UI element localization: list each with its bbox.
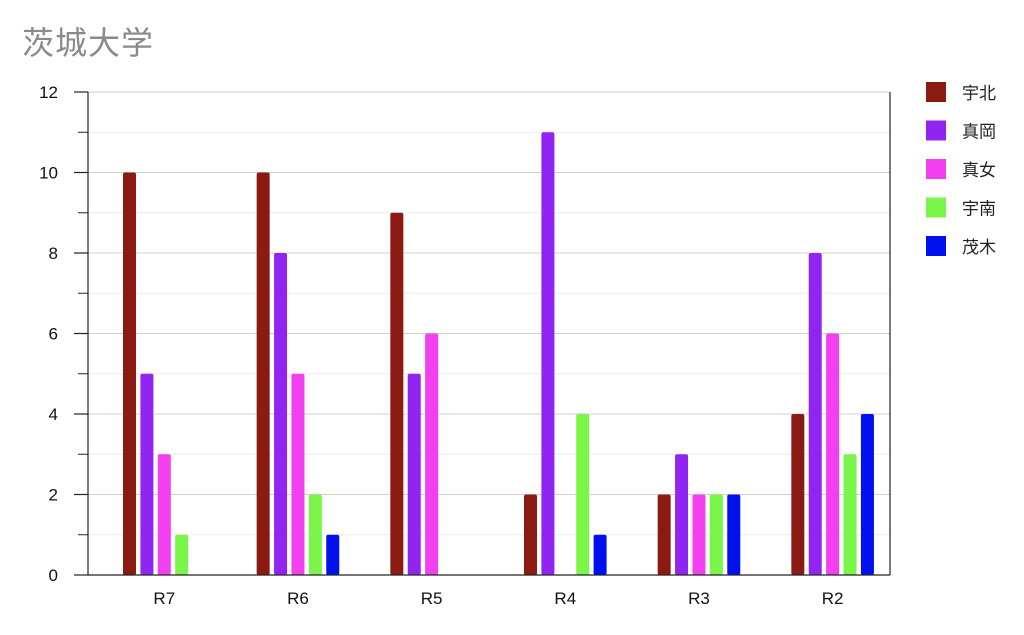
legend-label: 真岡 <box>962 123 996 143</box>
bar-R7-宇南 <box>175 534 189 575</box>
x-tick-label: R6 <box>287 589 309 608</box>
x-tick-label: R2 <box>822 589 844 608</box>
bar-R2-宇南 <box>843 454 857 575</box>
legend-label: 真女 <box>962 161 996 181</box>
legend-label: 茂木 <box>962 238 996 258</box>
bar-R3-宇北 <box>657 494 671 575</box>
bar-R3-宇南 <box>709 494 723 575</box>
bar-R4-宇北 <box>524 494 537 575</box>
y-tick-label: 4 <box>49 405 58 424</box>
bar-R2-真女 <box>826 333 840 575</box>
y-tick-label: 2 <box>49 486 58 505</box>
bar-R4-宇南 <box>576 414 590 575</box>
bar-R4-真岡 <box>541 132 555 575</box>
legend-swatch <box>926 159 946 179</box>
bar-R5-真岡 <box>407 373 421 575</box>
gridlines <box>88 91 890 536</box>
legend-label: 宇南 <box>962 200 996 220</box>
legend-swatch <box>926 197 946 218</box>
bar-R5-宇北 <box>390 212 404 575</box>
y-tick-label: 6 <box>49 325 58 344</box>
bar-R7-真岡 <box>140 373 154 575</box>
bar-R3-真女 <box>692 494 706 575</box>
bar-R4-茂木 <box>593 534 607 575</box>
chart-title: 茨城大学 <box>22 24 155 62</box>
x-tick-label: R3 <box>688 589 710 608</box>
bar-R6-真岡 <box>274 253 288 575</box>
y-tick-label: 8 <box>49 244 58 263</box>
bar-R2-茂木 <box>860 414 874 575</box>
legend-label: 宇北 <box>962 84 996 104</box>
x-tick-label: R4 <box>554 589 576 608</box>
x-tick-label: R5 <box>421 589 443 608</box>
y-tick-label: 10 <box>39 164 58 183</box>
bar-R3-茂木 <box>727 494 741 575</box>
bar-R7-真女 <box>157 454 171 575</box>
bar-R6-茂木 <box>326 534 340 575</box>
legend-swatch <box>926 236 946 256</box>
bar-R5-真女 <box>425 333 439 575</box>
y-tick-label: 0 <box>49 566 58 585</box>
bar-R6-真女 <box>291 373 305 575</box>
bar-R2-宇北 <box>791 414 805 575</box>
bar-R6-宇南 <box>308 494 322 575</box>
y-tick-label: 12 <box>39 83 58 102</box>
legend-swatch <box>926 82 946 102</box>
x-tick-label: R7 <box>153 589 175 608</box>
bar-R3-真岡 <box>675 454 689 575</box>
legend-swatch <box>926 120 946 141</box>
axes: 0 2 4 6 8 10 12 R7 R6 R5 R4 R3 R2 <box>39 83 891 608</box>
bar-R6-宇北 <box>256 172 270 575</box>
bar-R2-真岡 <box>808 253 822 575</box>
bars <box>123 132 874 575</box>
bar-R7-宇北 <box>123 172 136 575</box>
